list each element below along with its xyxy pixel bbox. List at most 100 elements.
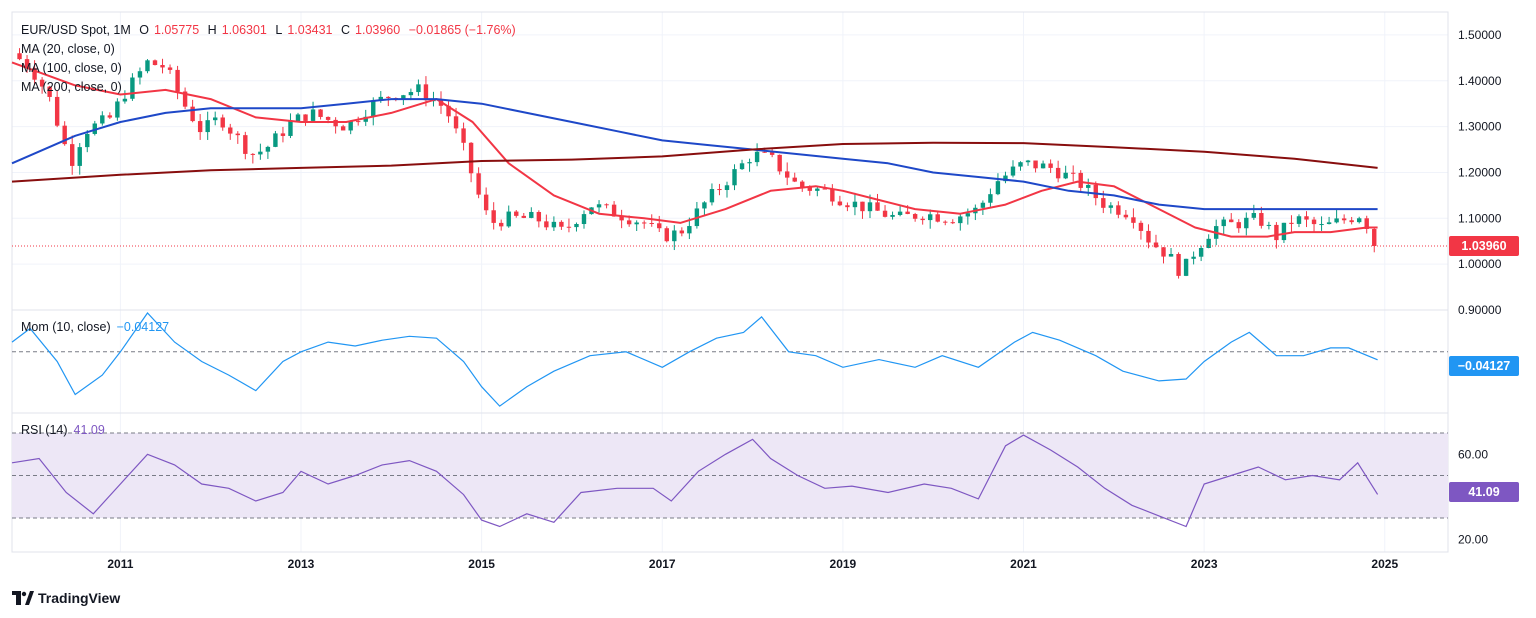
ma100-legend[interactable]: MA (100, close, 0) (21, 61, 122, 75)
candle-body (1040, 163, 1046, 169)
rsi-value: 41.09 (73, 423, 105, 437)
mom-legend[interactable]: Mom (10, close) −0.04127 (21, 320, 169, 334)
candle-body (529, 211, 534, 218)
candle-body (453, 116, 459, 129)
candle-body (875, 202, 880, 211)
candle-body (115, 101, 120, 118)
candle-body (747, 162, 752, 164)
ma-line (11, 141, 1378, 183)
candle-body (1018, 162, 1023, 167)
pane-separators (11, 11, 1449, 553)
candle-body (122, 98, 128, 102)
candle-body (1304, 216, 1309, 220)
candle-body (378, 96, 383, 101)
ma-line (11, 61, 1378, 238)
candle-body (1274, 224, 1279, 241)
ma20-legend[interactable]: MA (20, close, 0) (21, 42, 115, 56)
change-value: −0.01865 (−1.76%) (408, 23, 516, 37)
candle-body (1334, 218, 1339, 223)
momentum-pane (11, 312, 1448, 407)
candle-body (107, 115, 113, 118)
candle-body (416, 84, 421, 93)
candle-body (544, 221, 549, 228)
candle-body (363, 116, 368, 122)
mom-value: −0.04127 (116, 320, 170, 334)
candle-body (1070, 172, 1076, 174)
candle-body (1108, 205, 1114, 208)
rsi-label: RSI (14) (21, 423, 68, 437)
axes: 0.90000 1.00000 1.10000 1.20000 1.30000 1.400… (107, 28, 1501, 571)
price-tick-label: 1.40000 (1458, 74, 1502, 88)
candle-body (1161, 247, 1166, 257)
candle-body (596, 204, 602, 208)
candle-body (852, 201, 858, 208)
candle-body (47, 86, 52, 97)
candle-body (860, 201, 865, 212)
candle-body (325, 116, 331, 120)
candle-body (815, 188, 820, 191)
time-tick-label: 2025 (1371, 557, 1398, 571)
candle-body (506, 211, 511, 227)
candle-body (348, 121, 353, 131)
candle-body (423, 84, 429, 101)
mom-line (11, 312, 1378, 407)
candle-body (265, 146, 271, 152)
candle-body (1116, 205, 1121, 215)
ma20-label: MA (20, close, 0) (21, 42, 115, 56)
candle-body (649, 223, 654, 225)
candle-body (24, 59, 30, 69)
candle-body (732, 169, 737, 186)
symbol-label[interactable]: EUR/USD Spot, 1M (21, 23, 131, 37)
candle-body (356, 121, 361, 123)
ma100-label: MA (100, close, 0) (21, 61, 122, 75)
candle-body (213, 117, 218, 121)
candles (17, 48, 1377, 279)
candle-body (1138, 222, 1144, 231)
moving-averages (11, 61, 1448, 247)
candle-body (160, 65, 165, 68)
candle-body (950, 222, 955, 224)
low-label: L (275, 23, 283, 37)
low-value: 1.03431 (287, 23, 333, 37)
ma200-legend[interactable]: MA (200, close, 0) (21, 80, 122, 94)
candle-body (867, 202, 873, 212)
candle-body (1198, 247, 1204, 257)
candle-body (152, 60, 158, 66)
candle-body (905, 211, 910, 215)
tradingview-logo[interactable]: TradingView (12, 590, 120, 606)
candle-body (1229, 219, 1234, 223)
candle-body (288, 121, 293, 136)
candle-body (1236, 222, 1241, 229)
candle-body (927, 214, 933, 221)
candle-body (258, 151, 263, 155)
candle-body (1033, 160, 1038, 169)
candle-body (958, 216, 963, 224)
rsi-price-tag: 41.09 (1449, 482, 1519, 502)
candle-body (830, 188, 835, 202)
high-value: 1.06301 (221, 23, 267, 37)
candle-body (1078, 172, 1083, 188)
price-tick-label: 1.10000 (1458, 211, 1502, 225)
candle-body (408, 92, 414, 96)
ohlc-legend: EUR/USD Spot, 1M O 1.05775 H 1.06301 L 1.03… (21, 23, 521, 37)
candle-body (1311, 219, 1317, 225)
candle-body (664, 228, 669, 242)
candle-body (280, 133, 286, 136)
price-tick-label: 1.00000 (1458, 257, 1502, 271)
candle-body (762, 151, 767, 153)
rsi-legend[interactable]: RSI (14) 41.09 (21, 423, 105, 437)
candle-body (642, 222, 647, 224)
candle-body (1221, 219, 1226, 227)
candle-body (483, 194, 489, 211)
time-tick-label: 2013 (288, 557, 315, 571)
open-label: O (139, 23, 149, 37)
candle-body (1356, 218, 1362, 223)
candle-body (197, 121, 203, 133)
candle-body (130, 77, 135, 99)
candle-body (837, 201, 843, 206)
candle-body (333, 119, 338, 127)
candle-body (1266, 224, 1272, 226)
candle-body (1183, 258, 1189, 276)
candle-body (295, 114, 301, 122)
